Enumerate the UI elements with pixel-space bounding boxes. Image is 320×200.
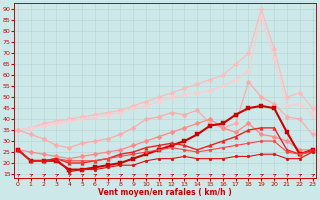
X-axis label: Vent moyen/en rafales ( km/h ): Vent moyen/en rafales ( km/h ) bbox=[98, 188, 232, 197]
